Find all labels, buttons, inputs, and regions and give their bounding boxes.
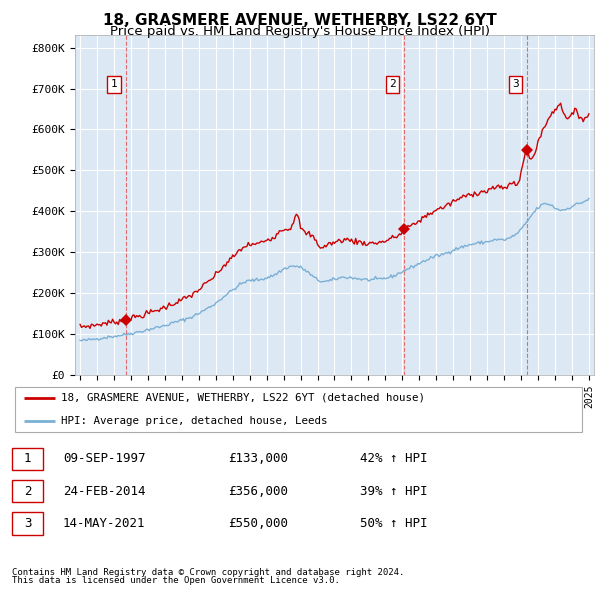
Text: 50% ↑ HPI: 50% ↑ HPI: [360, 517, 427, 530]
Text: 24-FEB-2014: 24-FEB-2014: [63, 484, 146, 498]
Text: 2: 2: [389, 80, 396, 90]
Text: 1: 1: [110, 80, 117, 90]
Text: Price paid vs. HM Land Registry's House Price Index (HPI): Price paid vs. HM Land Registry's House …: [110, 25, 490, 38]
Text: 18, GRASMERE AVENUE, WETHERBY, LS22 6YT (detached house): 18, GRASMERE AVENUE, WETHERBY, LS22 6YT …: [61, 393, 425, 403]
FancyBboxPatch shape: [15, 386, 582, 432]
Text: This data is licensed under the Open Government Licence v3.0.: This data is licensed under the Open Gov…: [12, 576, 340, 585]
Text: 3: 3: [24, 517, 31, 530]
Text: 1: 1: [24, 452, 31, 466]
Text: 39% ↑ HPI: 39% ↑ HPI: [360, 484, 427, 498]
Text: Contains HM Land Registry data © Crown copyright and database right 2024.: Contains HM Land Registry data © Crown c…: [12, 568, 404, 577]
Text: HPI: Average price, detached house, Leeds: HPI: Average price, detached house, Leed…: [61, 416, 328, 426]
Text: £550,000: £550,000: [228, 517, 288, 530]
Text: 14-MAY-2021: 14-MAY-2021: [63, 517, 146, 530]
Text: £133,000: £133,000: [228, 452, 288, 466]
Text: 18, GRASMERE AVENUE, WETHERBY, LS22 6YT: 18, GRASMERE AVENUE, WETHERBY, LS22 6YT: [103, 13, 497, 28]
Text: 3: 3: [512, 80, 518, 90]
Text: 2: 2: [24, 484, 31, 498]
Text: £356,000: £356,000: [228, 484, 288, 498]
Text: 09-SEP-1997: 09-SEP-1997: [63, 452, 146, 466]
Text: 42% ↑ HPI: 42% ↑ HPI: [360, 452, 427, 466]
